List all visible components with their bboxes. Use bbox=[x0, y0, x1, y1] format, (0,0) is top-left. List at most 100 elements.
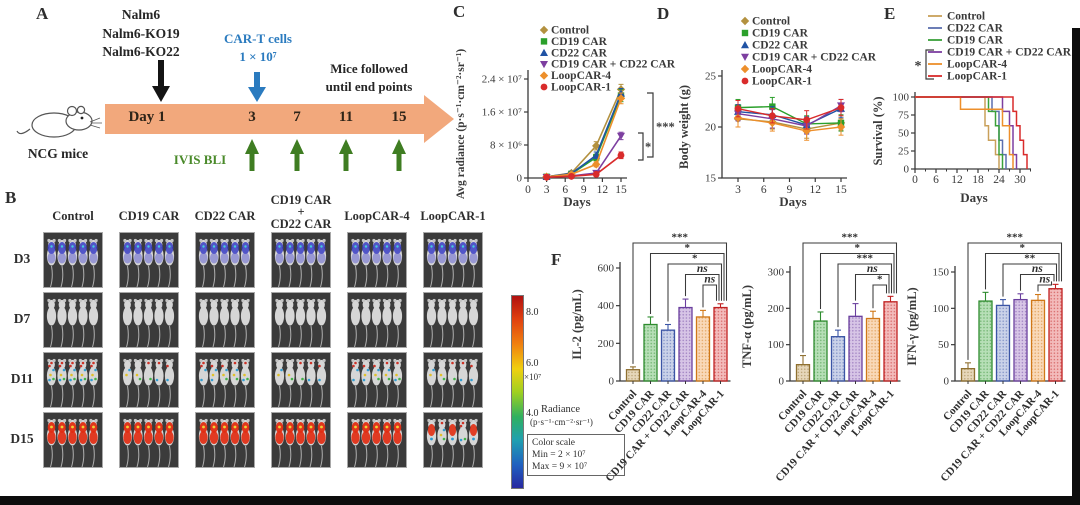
svg-text:25: 25 bbox=[705, 71, 717, 83]
row-label-D15: D15 bbox=[10, 431, 34, 446]
mouse-image bbox=[458, 238, 468, 288]
svg-text:0: 0 bbox=[904, 164, 910, 176]
mouse-image bbox=[240, 418, 251, 468]
svg-text:0: 0 bbox=[912, 174, 918, 186]
tumor-cell-lines: Nalm6 Nalm6-KO19 Nalm6-KO22 bbox=[70, 6, 212, 62]
cart-cells-dose: 1 × 10⁷ bbox=[239, 49, 277, 64]
svg-text:TNF-α (pg/mL): TNF-α (pg/mL) bbox=[740, 285, 754, 368]
mouse-image bbox=[230, 298, 240, 348]
svg-text:ns: ns bbox=[697, 263, 708, 275]
mouse-image bbox=[361, 358, 371, 408]
mice-cell-D15-col1 bbox=[43, 412, 103, 468]
cell-line-3: Nalm6-KO22 bbox=[102, 44, 180, 59]
mouse-image bbox=[164, 238, 175, 288]
mouse-image bbox=[274, 358, 285, 408]
cart-injection-arrow-icon bbox=[248, 72, 266, 102]
mouse-image bbox=[230, 238, 240, 288]
svg-text:***: *** bbox=[857, 253, 874, 265]
svg-text:15: 15 bbox=[705, 173, 717, 185]
mouse-image bbox=[46, 358, 57, 408]
svg-text:***: *** bbox=[1007, 232, 1024, 244]
svg-text:CD19 CAR: CD19 CAR bbox=[752, 28, 809, 40]
ivis-arrows-icon bbox=[245, 139, 406, 171]
ivis-bli-label: IVIS BLI bbox=[173, 152, 227, 167]
mouse-image bbox=[240, 238, 251, 288]
survival-loopcar-4 bbox=[915, 96, 1014, 169]
color-scale-min: Min = 2 × 10⁷ bbox=[532, 450, 586, 460]
survival-control bbox=[915, 96, 1000, 169]
mouse-image bbox=[209, 358, 219, 408]
mouse-image bbox=[143, 418, 154, 468]
colorbar-multiplier: ×10⁷ bbox=[524, 372, 542, 382]
column-header-3: CD22 CAR bbox=[194, 209, 256, 223]
followup-line-1: Mice followed bbox=[330, 61, 408, 76]
mice-cell-D7-col1 bbox=[43, 292, 103, 348]
svg-text:12: 12 bbox=[951, 174, 963, 186]
tumor-burden-chart: 0 8 × 10⁶ 1.6 × 10⁷ 2.4 × 10⁷ 0 3 6 9 12 15 Avg ra… bbox=[455, 25, 676, 210]
svg-text:**: ** bbox=[1024, 253, 1036, 265]
mouse-image bbox=[426, 358, 437, 408]
mice-cell-D7-col2 bbox=[119, 292, 179, 348]
svg-text:6: 6 bbox=[933, 174, 939, 186]
mouse-image bbox=[230, 418, 240, 468]
mouse-image bbox=[67, 298, 78, 348]
mouse-image bbox=[468, 238, 479, 288]
mice-cell-D3-col6 bbox=[423, 232, 483, 288]
mouse-image bbox=[122, 298, 133, 348]
mouse-image bbox=[274, 238, 285, 288]
mouse-image bbox=[67, 238, 78, 288]
color-scale-box: Color scale Min = 2 × 10⁷ Max = 9 × 10⁷ bbox=[527, 434, 625, 476]
mice-cell-D11-col4 bbox=[271, 352, 331, 408]
column-header-2: CD19 CAR bbox=[118, 209, 180, 223]
mouse-image bbox=[437, 238, 447, 288]
svg-text:*: * bbox=[855, 242, 861, 254]
row-label-D3: D3 bbox=[13, 251, 31, 266]
svg-text:1.6 × 10⁷: 1.6 × 10⁷ bbox=[482, 107, 522, 119]
cell-line-2: Nalm6-KO19 bbox=[102, 25, 180, 41]
svg-text:24: 24 bbox=[993, 174, 1005, 186]
svg-text:LoopCAR-4: LoopCAR-4 bbox=[551, 70, 611, 82]
cell-line-1: Nalm6 bbox=[121, 7, 161, 22]
mouse-image bbox=[57, 298, 67, 348]
mice-cell-D3-col4 bbox=[271, 232, 331, 288]
svg-text:20: 20 bbox=[705, 122, 717, 134]
mouse-image bbox=[371, 358, 382, 408]
svg-text:200: 200 bbox=[598, 338, 615, 350]
svg-text:*: * bbox=[915, 59, 922, 74]
mice-cell-D11-col5 bbox=[347, 352, 407, 408]
svg-text:ns: ns bbox=[1039, 274, 1050, 286]
mice-cell-D11-col6 bbox=[423, 352, 483, 408]
svg-text:LoopCAR-1: LoopCAR-1 bbox=[947, 71, 1007, 83]
timeline-day-7: 7 bbox=[293, 109, 301, 125]
mouse-image bbox=[306, 358, 316, 408]
svg-text:IFN-γ (pg/mL): IFN-γ (pg/mL) bbox=[905, 287, 919, 365]
mouse-image bbox=[67, 418, 78, 468]
mice-cell-D15-col6 bbox=[423, 412, 483, 468]
svg-text:12: 12 bbox=[809, 184, 821, 196]
mouse-image bbox=[306, 238, 316, 288]
svg-text:*: * bbox=[645, 140, 651, 154]
radiance-colorbar bbox=[511, 295, 524, 489]
mouse-image bbox=[371, 238, 382, 288]
mouse-image bbox=[426, 298, 437, 348]
svg-text:100: 100 bbox=[893, 92, 910, 104]
svg-text:6: 6 bbox=[562, 184, 568, 196]
mouse-image bbox=[88, 358, 99, 408]
svg-text:CD19 CAR + CD22 CAR: CD19 CAR + CD22 CAR bbox=[947, 47, 1072, 59]
mouse-image bbox=[392, 238, 403, 288]
svg-text:CD19 CAR: CD19 CAR bbox=[551, 36, 608, 48]
mouse-image bbox=[468, 418, 479, 468]
row-label-D7: D7 bbox=[13, 311, 31, 326]
timeline-arrow bbox=[105, 95, 454, 143]
svg-text:150: 150 bbox=[933, 267, 950, 279]
radiance-label: Radiance bbox=[541, 404, 581, 415]
survival-loopcar-1 bbox=[915, 96, 1028, 169]
mouse-image bbox=[164, 358, 175, 408]
mice-cell-D15-col5 bbox=[347, 412, 407, 468]
svg-text:25: 25 bbox=[898, 146, 910, 158]
svg-text:100: 100 bbox=[933, 303, 950, 315]
svg-text:Avg radiance (p·s⁻¹·cm⁻²·sr⁻¹): Avg radiance (p·s⁻¹·cm⁻²·sr⁻¹) bbox=[455, 49, 467, 200]
mouse-image bbox=[219, 358, 230, 408]
mouse-image bbox=[219, 238, 230, 288]
mice-cell-D3-col5 bbox=[347, 232, 407, 288]
